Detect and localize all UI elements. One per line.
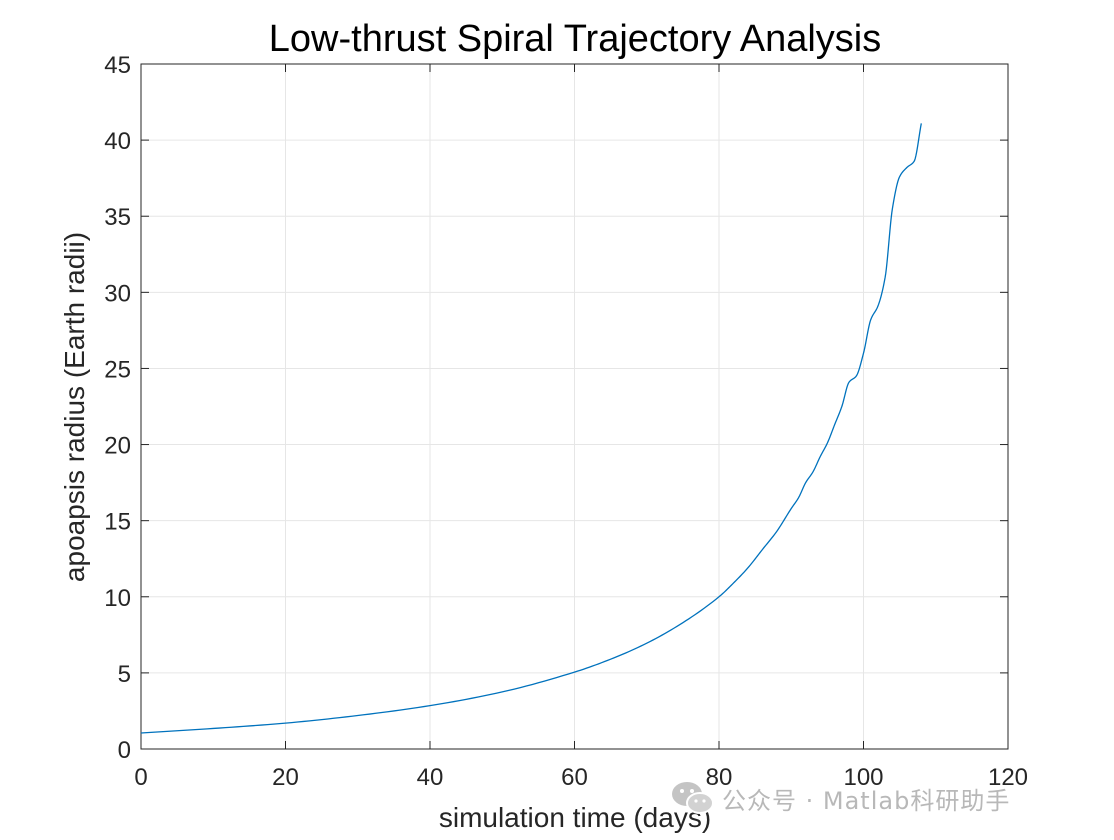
y-tick-label: 45 xyxy=(104,52,131,79)
y-tick-label: 25 xyxy=(104,356,131,383)
x-tick-label: 100 xyxy=(843,764,883,791)
x-tick-label: 80 xyxy=(706,764,733,791)
y-axis-label: apoapsis radius (Earth radii) xyxy=(59,232,90,582)
wechat-icon xyxy=(672,782,714,814)
y-tick-label: 20 xyxy=(104,433,131,460)
x-tick-label: 120 xyxy=(988,764,1028,791)
y-tick-label: 5 xyxy=(118,661,131,688)
x-tick-label: 20 xyxy=(272,764,299,791)
y-tick-label: 10 xyxy=(104,585,131,612)
y-tick-label: 35 xyxy=(104,204,131,231)
x-tick-label: 60 xyxy=(561,764,588,791)
chart-title: Low-thrust Spiral Trajectory Analysis xyxy=(269,18,881,60)
watermark-text: 公众号 · Matlab科研助手 xyxy=(722,786,1011,815)
y-tick-label: 0 xyxy=(118,737,131,764)
axis-ticks: 0 20 40 60 80 100 120 0 5 10 15 20 25 30 35 40 45 xyxy=(104,52,1028,791)
x-tick-label: 40 xyxy=(417,764,444,791)
y-tick-label: 15 xyxy=(104,509,131,536)
y-tick-label: 40 xyxy=(104,128,131,155)
watermark: 公众号 · Matlab科研助手 xyxy=(670,778,1010,818)
y-tick-label: 30 xyxy=(104,280,131,307)
data-series xyxy=(140,123,922,734)
series-line-0 xyxy=(140,123,922,734)
x-axis-label: simulation time (days) xyxy=(439,802,711,833)
x-tick-label: 0 xyxy=(134,764,147,791)
